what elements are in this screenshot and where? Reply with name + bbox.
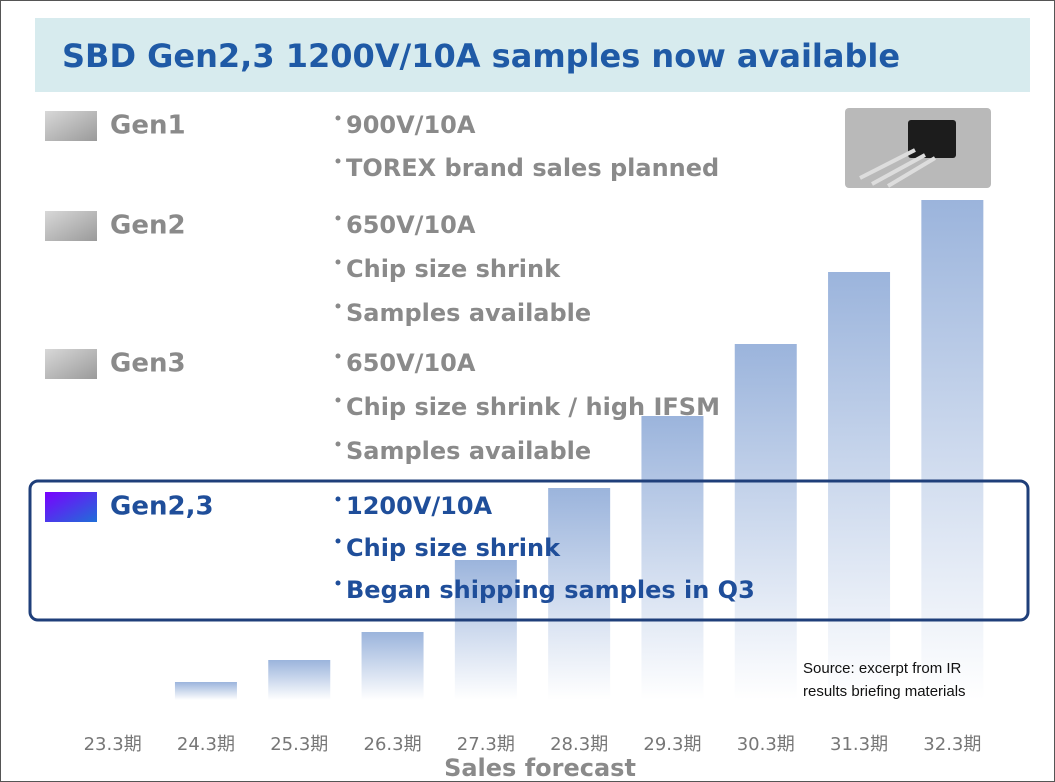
bullet: [335, 580, 341, 586]
x-tick-label: 31.3期: [830, 734, 888, 755]
x-tick-label: 28.3期: [550, 734, 608, 755]
x-tick-label: 32.3期: [923, 734, 981, 755]
highlight-box: [28, 479, 1030, 622]
feature: Began shipping samples in Q3: [346, 576, 755, 604]
bar: [361, 632, 424, 700]
feature: Chip size shrink: [346, 255, 561, 283]
bar: [921, 200, 984, 700]
x-tick-label: 24.3期: [177, 734, 235, 755]
feature: Chip size shrink: [346, 534, 561, 562]
source-note: Source: excerpt from IR: [803, 660, 962, 677]
x-tick-label: 27.3期: [457, 734, 515, 755]
feature: Samples available: [346, 437, 591, 465]
bullet: [335, 441, 341, 447]
product-name: Gen2,3: [110, 492, 214, 522]
x-tick-label: 29.3期: [643, 734, 701, 755]
x-tick-label: 30.3期: [737, 734, 795, 755]
legend-icon: [45, 349, 97, 379]
feature: 650V/10A: [346, 349, 476, 377]
bullet: [335, 215, 341, 221]
feature: Chip size shrink / high IFSM: [346, 393, 720, 421]
bullet: [335, 303, 341, 309]
x-tick-label: 23.3期: [84, 734, 142, 755]
bullet: [335, 353, 341, 359]
x-tick-label: 26.3期: [364, 734, 422, 755]
product-name: Gen2: [110, 211, 186, 241]
feature: Samples available: [346, 299, 591, 327]
feature: TOREX brand sales planned: [346, 154, 719, 182]
bars: [174, 200, 984, 700]
labels: 23.3期 24.3期 25.3期 26.3期 27.3期 28.3期 29.3期 30.3期…: [84, 660, 982, 782]
source-note: results briefing materials: [803, 683, 966, 700]
bar: [734, 344, 797, 700]
feature: 1200V/10A: [346, 492, 493, 520]
feature: 900V/10A: [346, 111, 476, 139]
bar: [828, 272, 891, 700]
bullet: [335, 158, 341, 164]
title-band: [35, 18, 1030, 92]
products: Gen1 900V/10A TOREX brand sales planned Gen…: [45, 111, 755, 604]
feature: 650V/10A: [346, 211, 476, 239]
product-name: Gen1: [110, 111, 186, 141]
bar: [268, 660, 331, 700]
legend-icon: [45, 492, 97, 522]
bar: [454, 560, 517, 700]
bar: [641, 416, 704, 700]
bar: [548, 488, 611, 700]
x-axis-label: Sales forecast: [444, 754, 636, 782]
bullet: [335, 496, 341, 502]
bar: [174, 682, 237, 700]
legend-icon: [45, 211, 97, 241]
product-name: Gen3: [110, 349, 186, 379]
x-tick-label: 25.3期: [270, 734, 328, 755]
chart-title: SBD Gen2,3 1200V/10A samples now availab…: [62, 37, 900, 75]
bullet: [335, 538, 341, 544]
legend-icon: [45, 111, 97, 141]
bullet: [335, 115, 341, 121]
product-photo: [845, 108, 991, 188]
bullet: [335, 259, 341, 265]
bullet: [335, 397, 341, 403]
